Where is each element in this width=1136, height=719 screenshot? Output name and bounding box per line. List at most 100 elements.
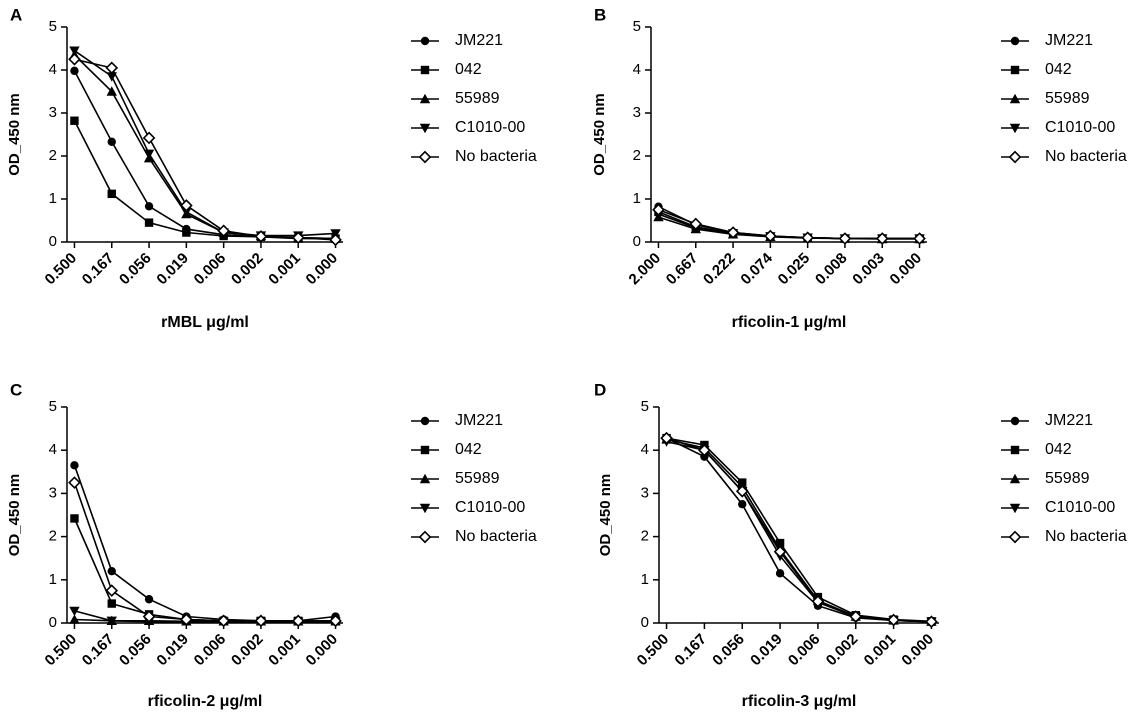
- x-tick-label: 0.002: [228, 631, 267, 670]
- x-tick-label: 2.000: [626, 250, 665, 289]
- y-axis-title: OD_450 nm: [6, 474, 23, 557]
- x-tick-label: 0.006: [191, 631, 230, 670]
- panel-label: A: [10, 5, 22, 24]
- y-tick-label: 5: [49, 18, 57, 35]
- legend-label: 042: [455, 61, 482, 78]
- legend-label: 042: [455, 441, 482, 458]
- series-no-bacteria: [68, 476, 342, 628]
- data-point: [68, 476, 81, 489]
- series-line: [73, 465, 336, 622]
- legend-label: 042: [1045, 61, 1072, 78]
- legend-label: 55989: [455, 470, 500, 487]
- data-point: [70, 66, 79, 76]
- y-tick-label: 5: [49, 398, 57, 415]
- x-tick-label: 0.222: [700, 250, 739, 289]
- series-line: [666, 438, 932, 623]
- data-point: [107, 599, 116, 608]
- legend-marker: [419, 123, 431, 134]
- series-no-bacteria: [652, 203, 926, 245]
- x-tick-label: 0.167: [79, 250, 118, 289]
- y-tick-label: 3: [633, 104, 641, 121]
- legend-marker: [419, 93, 431, 104]
- x-tick-label: 0.002: [823, 631, 862, 670]
- legend-marker: [1008, 530, 1022, 544]
- data-point: [773, 545, 787, 559]
- x-tick-label: 0.074: [737, 249, 776, 288]
- x-tick-label: 0.500: [42, 631, 81, 670]
- data-point: [70, 116, 79, 125]
- y-tick-label: 0: [49, 233, 57, 250]
- legend-marker: [419, 473, 431, 484]
- x-tick-label: 0.056: [709, 631, 748, 670]
- x-tick-label: 0.500: [42, 250, 81, 289]
- data-point: [106, 86, 117, 96]
- data-point: [70, 461, 79, 470]
- y-tick-label: 1: [641, 571, 649, 588]
- data-point: [291, 614, 305, 628]
- series-jm221: [662, 433, 936, 626]
- legend-marker: [420, 445, 430, 455]
- data-point: [69, 606, 80, 617]
- legend-label: 55989: [455, 90, 500, 107]
- data-point: [764, 229, 777, 243]
- data-point: [887, 613, 900, 627]
- series-line: [666, 437, 932, 623]
- legend-label: JM221: [455, 32, 503, 49]
- x-tick-label: 0.025: [775, 250, 814, 289]
- series-c1010-00: [661, 437, 937, 627]
- data-point: [875, 232, 889, 245]
- series-line: [666, 437, 932, 623]
- data-point: [143, 149, 155, 160]
- legend-marker: [1009, 503, 1021, 514]
- data-point: [913, 232, 926, 245]
- x-tick-label: 0.500: [634, 631, 673, 670]
- x-tick-label: 0.019: [747, 631, 786, 670]
- data-point: [70, 514, 79, 523]
- data-point: [180, 613, 193, 626]
- legend-label: No bacteria: [455, 528, 537, 545]
- y-tick-label: 4: [49, 61, 57, 78]
- series-55989: [69, 49, 341, 243]
- series-line: [74, 50, 336, 237]
- data-point: [329, 614, 342, 628]
- legend-label: 55989: [1045, 470, 1090, 487]
- y-tick-label: 2: [49, 528, 57, 545]
- data-point: [700, 452, 709, 461]
- data-point: [68, 52, 81, 66]
- x-tick-label: 0.001: [265, 631, 304, 670]
- legend-marker: [1010, 36, 1020, 46]
- legend-label: 55989: [1045, 90, 1090, 107]
- y-tick-label: 0: [49, 614, 57, 631]
- data-point: [107, 189, 116, 199]
- legend: JM221 042 55989 C1010-00 No bacteria: [411, 32, 537, 165]
- x-tick-label: 0.167: [79, 631, 118, 670]
- legend-label: No bacteria: [1045, 148, 1127, 165]
- data-point: [925, 615, 938, 629]
- data-point: [180, 199, 193, 212]
- legend-label: JM221: [455, 412, 503, 429]
- legend-marker: [419, 503, 431, 514]
- data-point: [838, 232, 852, 245]
- legend: JM221 042 55989 C1010-00 No bacteria: [1001, 412, 1127, 545]
- series-line: [74, 58, 336, 241]
- data-point: [105, 61, 119, 75]
- x-tick-label: 0.000: [303, 250, 342, 289]
- data-point: [291, 231, 305, 245]
- y-tick-label: 3: [49, 484, 57, 501]
- panel-c: C0123450.5000.1670.0560.0190.0060.0020.0…: [6, 380, 537, 710]
- legend-marker: [1010, 445, 1020, 455]
- y-tick-label: 2: [641, 528, 649, 545]
- x-tick-label: 0.000: [887, 250, 926, 289]
- legend-marker: [1010, 65, 1020, 75]
- legend-marker: [1009, 123, 1021, 134]
- series-line: [666, 437, 932, 623]
- series-line: [73, 54, 336, 240]
- legend-marker: [1010, 416, 1020, 426]
- y-tick-label: 1: [49, 571, 57, 588]
- data-point: [660, 431, 673, 445]
- y-tick-label: 1: [633, 190, 641, 207]
- legend-label: No bacteria: [1045, 528, 1127, 545]
- data-point: [801, 231, 814, 245]
